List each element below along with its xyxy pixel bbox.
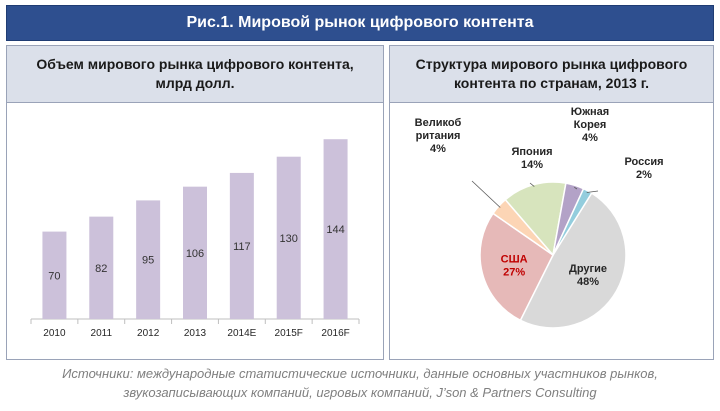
bar-2014E: [229, 172, 254, 319]
bar-value-label: 130: [280, 233, 298, 245]
pie-label: Южная: [571, 106, 609, 118]
pie-chart-title: Структура мирового рынка цифрового конте…: [390, 46, 713, 103]
pie-chart-panel: Структура мирового рынка цифрового конте…: [389, 45, 714, 360]
source-line-2: звукозаписывающих компаний, игровых комп…: [123, 385, 597, 400]
bar-2010: [42, 231, 67, 319]
pie-slice-США: [479, 212, 554, 322]
pie-label: 14%: [521, 159, 543, 171]
pie-label: 2%: [636, 169, 652, 181]
source-line-1: Источники: международные статистические …: [62, 366, 658, 381]
pie-label: ритания: [416, 130, 461, 142]
pie-label: 48%: [577, 276, 599, 288]
pie-label: Корея: [574, 119, 607, 131]
pie-leader-line: [471, 180, 501, 208]
pie-slice-Россия: [552, 187, 593, 256]
bar-2012: [136, 200, 161, 319]
bar-value-label: 144: [326, 224, 344, 236]
bar-value-label: 106: [186, 248, 204, 260]
x-tick-label: 2014E: [227, 328, 256, 339]
pie-leader-line: [529, 182, 535, 187]
x-tick-label: 2015F: [275, 328, 303, 339]
pie-label: Великоб: [415, 117, 462, 129]
bar-value-label: 82: [95, 263, 107, 275]
x-tick-label: 2012: [137, 328, 160, 339]
bar-2016F: [323, 139, 348, 319]
source-note: Источники: международные статистические …: [0, 364, 720, 402]
pie-slice-Япония: [504, 181, 567, 257]
bar-chart: 70 2010 82 2011 95 2012 106 2013 117 2014E 130 2015…: [30, 139, 360, 339]
pie-label: США: [501, 253, 528, 265]
pie-leader-line: [586, 190, 599, 193]
pie-slice-Другие: [519, 192, 627, 329]
bar-2011: [89, 216, 114, 319]
bar-value-label: 70: [48, 270, 60, 282]
pie-label: Россия: [624, 156, 663, 168]
x-tick-label: 2013: [184, 328, 207, 339]
bar-value-label: 95: [142, 255, 154, 267]
figure-title: Рис.1. Мировой рынок цифрового контента: [6, 5, 714, 41]
pie-label: Другие: [569, 263, 607, 275]
bar-value-label: 117: [233, 241, 251, 253]
x-tick-label: 2016F: [321, 328, 349, 339]
pie-label: 4%: [582, 132, 598, 144]
bar-2015F: [276, 156, 301, 319]
bar-2013: [183, 186, 207, 319]
x-tick-label: 2010: [43, 328, 66, 339]
bar-chart-title: Объем мирового рынка цифрового контента,…: [7, 46, 383, 103]
pie-label: 27%: [503, 266, 525, 278]
pie-label: 4%: [430, 143, 446, 155]
pie-leader-line: [574, 186, 578, 190]
x-tick-label: 2011: [91, 328, 113, 339]
pie-label: Япония: [511, 146, 552, 158]
bar-chart-panel: Объем мирового рынка цифрового контента,…: [6, 45, 384, 360]
